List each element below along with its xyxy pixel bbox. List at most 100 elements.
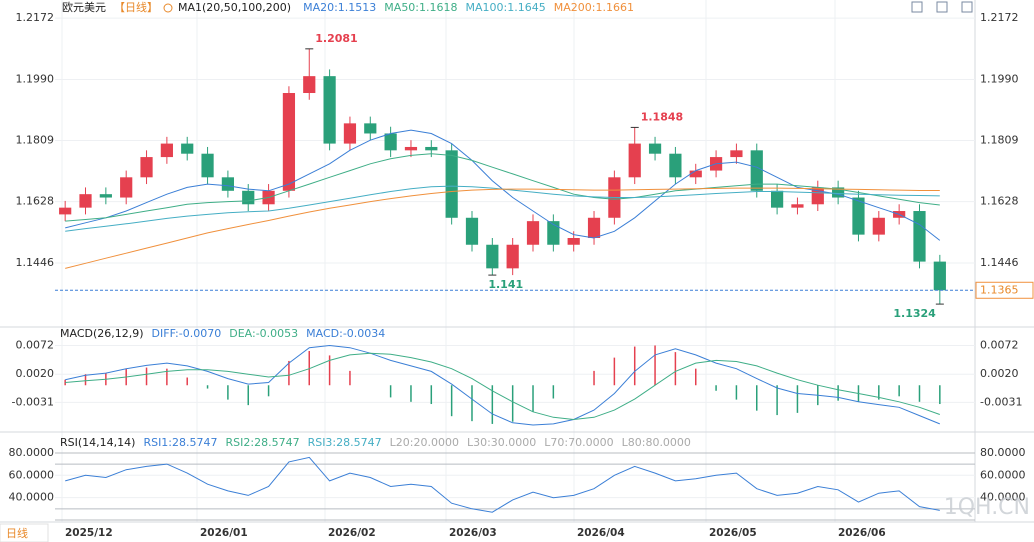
y-tick-label: 1.2172 <box>16 11 55 24</box>
macd-line <box>65 344 940 426</box>
toolbar <box>911 1 973 13</box>
y-tick-label: 60.0000 <box>9 468 55 481</box>
candle-body <box>160 143 173 158</box>
candle-body <box>832 187 845 198</box>
legend-entry: 欧元美元 <box>62 1 106 14</box>
legend-entry: RSI(14,14,14) <box>60 436 135 449</box>
candle-body <box>79 194 92 208</box>
ma-line <box>65 153 940 222</box>
x-tick-label: 2026/04 <box>577 527 625 539</box>
candle-body <box>282 93 296 191</box>
legend-entry: L70:70.0000 <box>544 436 613 449</box>
legend-entry: RSI2:28.5747 <box>226 436 300 449</box>
legend-entry: DIFF:-0.0070 <box>152 327 222 340</box>
candle-body <box>648 143 662 154</box>
legend-entry: MA20:1.1513 <box>303 1 376 14</box>
legend-entry: MA50:1.1618 <box>384 1 457 14</box>
candle-body <box>771 190 784 208</box>
candle-body <box>404 146 418 151</box>
extreme-label: 1.2081 <box>315 32 357 45</box>
y-tick-label-right: 80.0000 <box>980 446 1026 459</box>
y-tick-label-right: 0.0020 <box>980 367 1019 380</box>
candle-body <box>750 150 763 191</box>
period-button[interactable] <box>0 523 49 542</box>
y-tick-label: 40.0000 <box>9 491 55 504</box>
legend-entry: L80:80.0000 <box>622 436 691 449</box>
candle-body <box>547 221 560 245</box>
tool-icon[interactable] <box>911 1 923 13</box>
candle-body <box>872 217 885 235</box>
candle-body <box>120 177 133 198</box>
legend-entry: 【日线】 <box>114 0 158 14</box>
settings-icon <box>163 3 173 13</box>
y-tick-label: 1.1809 <box>16 134 55 147</box>
legend-entry: RSI3:28.5747 <box>308 436 382 449</box>
x-tick-label: 2026/03 <box>449 527 497 539</box>
y-tick-label: 1.1446 <box>16 256 55 269</box>
candle-body <box>689 170 702 178</box>
candle-body <box>567 238 580 245</box>
candle-body <box>384 133 397 151</box>
y-tick-label-right: 1.1446 <box>980 256 1019 269</box>
legend-entry: MA200:1.1661 <box>554 1 634 14</box>
candle-body <box>181 143 194 154</box>
y-tick-label-right: 1.1809 <box>980 134 1019 147</box>
extreme-label: 1.1324 <box>893 307 936 320</box>
y-tick-label: 0.0072 <box>16 338 55 351</box>
x-tick-label: 2025/12 <box>65 527 113 539</box>
candle-body <box>669 153 682 178</box>
y-tick-label-right: 1.1990 <box>980 73 1019 86</box>
y-tick-label-right: 1.2172 <box>980 11 1019 24</box>
y-tick-label-right: 40.0000 <box>980 491 1026 504</box>
candle-body <box>526 221 540 245</box>
y-tick-label-right: 60.0000 <box>980 468 1026 481</box>
candle-body <box>140 157 153 178</box>
candle-body <box>242 190 255 205</box>
candle-body <box>445 150 458 218</box>
candle-body <box>201 153 214 178</box>
watermark: 1QH.CN <box>944 495 1030 520</box>
candle-body <box>852 197 865 235</box>
rsi-line <box>65 456 940 513</box>
candle-body <box>99 194 112 198</box>
y-tick-label-right: 0.0072 <box>980 338 1019 351</box>
candle-body <box>221 177 234 191</box>
last-price-box <box>975 281 1034 299</box>
candle-body <box>425 146 438 151</box>
candle-body <box>59 207 72 215</box>
y-tick-label: 1.1990 <box>16 73 55 86</box>
y-tick-label: 80.0000 <box>9 446 55 459</box>
candle-body <box>486 244 499 269</box>
y-tick-label: -0.0031 <box>12 395 54 408</box>
tool-icon[interactable] <box>936 1 948 13</box>
candle-body <box>587 217 601 239</box>
extreme-label: 1.1848 <box>641 110 683 123</box>
x-tick-label: 2026/02 <box>328 527 376 539</box>
legend-entry: DEA:-0.0053 <box>229 327 298 340</box>
candle-body <box>730 150 743 158</box>
legend-entry: MA1(20,50,100,200) <box>178 1 291 14</box>
candle-body <box>343 123 357 144</box>
candle-body <box>364 123 377 134</box>
candle-body <box>913 211 926 262</box>
candle-body <box>303 76 316 94</box>
tool-icon[interactable] <box>961 1 973 13</box>
legend-entry: RSI1:28.5747 <box>143 436 217 449</box>
y-tick-label: 1.1628 <box>16 195 55 208</box>
y-tick-label-right: 1.1628 <box>980 195 1019 208</box>
period-button-label[interactable]: 日线 <box>6 526 28 540</box>
y-tick-label: 0.0020 <box>16 367 55 380</box>
y-tick-label-right: -0.0031 <box>980 395 1022 408</box>
legend-entry: MACD:-0.0034 <box>306 327 385 340</box>
candle-body <box>628 143 641 178</box>
x-tick-label: 2026/06 <box>838 527 886 539</box>
extreme-label: 1.141 <box>488 278 523 291</box>
candle-body <box>323 76 336 144</box>
last-price-label: 1.1365 <box>980 283 1019 296</box>
x-tick-label: 2026/05 <box>709 527 757 539</box>
candle-body <box>933 261 946 291</box>
x-tick-label: 2026/01 <box>200 527 248 539</box>
legend-entry: MACD(26,12,9) <box>60 327 144 340</box>
